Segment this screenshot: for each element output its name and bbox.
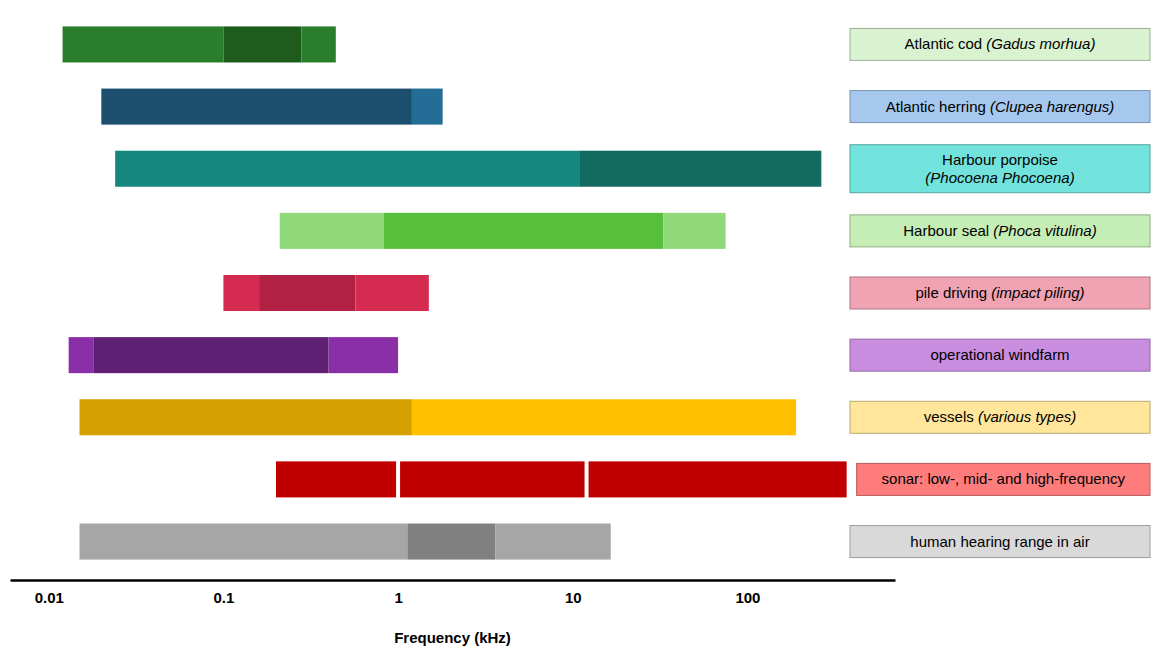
x-tick-label: 100 [735,589,760,606]
legend-label-part: Harbour porpoise [942,151,1058,168]
legend-label-part: (Phoca vitulina) [993,222,1096,239]
x-tick: 0.1 [213,580,234,606]
legend-box [850,339,1150,371]
chart: 0.01 0.1 1 10 100 Frequency (kHz) Atlantic cod… [0,0,1156,659]
x-tick-label: 0.1 [213,589,234,606]
bars [63,26,847,559]
legend-box [850,215,1150,247]
legend-box [850,526,1150,558]
legend-item: Harbour porpoise(Phocoena Phocoena) [850,145,1150,193]
legend-item: human hearing range in air [850,526,1150,558]
legend-item: sonar: low-, mid- and high-frequency [857,463,1150,495]
legend-label-part: human hearing range in air [910,533,1089,550]
range-segment [80,524,408,560]
legend-label: Harbour seal (Phoca vitulina) [903,222,1096,239]
x-axis-line [11,579,896,582]
legend-label-part: operational windfarm [930,346,1069,363]
range-segment [69,337,94,373]
legend-item: vessels (various types) [850,401,1150,433]
legend-item: Atlantic herring (Clupea harengus) [850,91,1150,123]
legend-label-part: pile driving [915,284,991,301]
range-segment [259,275,355,311]
range-segment [280,213,384,249]
range-segment [400,461,584,497]
range-segment [407,524,495,560]
range-segment [93,337,328,373]
legend-box [850,277,1150,309]
legend-label-part: (impact piling) [991,284,1084,301]
range-segment [115,151,580,187]
x-tick-label: 0.01 [35,589,64,606]
x-tick: 100 [735,580,760,606]
legend-item: pile driving (impact piling) [850,277,1150,309]
range-segment [302,26,336,62]
legend-box [850,401,1150,433]
legend-box [857,463,1150,495]
legend-box [850,145,1150,193]
range-segment [495,524,610,560]
legend-box [850,28,1150,60]
range-segment [580,151,821,187]
x-tick: 10 [565,580,582,606]
range-segment [412,89,443,125]
legend-box [850,91,1150,123]
x-tick: 1 [394,580,402,606]
legend-label: Atlantic cod (Gadus morhua) [905,35,1096,52]
legend-item: Atlantic cod (Gadus morhua) [850,28,1150,60]
range-segment [276,461,396,497]
range-segment [412,399,796,435]
range-segment [80,399,412,435]
legend-label-part: Atlantic herring [886,98,990,115]
legend-label-part: (Gadus morhua) [986,35,1095,52]
range-segment [223,26,301,62]
legend: Atlantic cod (Gadus morhua) Atlantic herr… [850,28,1150,557]
legend-item: Harbour seal (Phoca vitulina) [850,215,1150,247]
legend-label: Atlantic herring (Clupea harengus) [886,98,1114,115]
legend-label: pile driving (impact piling) [915,284,1084,301]
legend-label-part: Harbour seal [903,222,993,239]
legend-label-part: Atlantic cod [905,35,987,52]
x-axis: 0.01 0.1 1 10 100 [11,580,896,606]
legend-item: operational windfarm [850,339,1150,371]
legend-label: sonar: low-, mid- and high-frequency [882,470,1126,487]
range-segment [101,89,412,125]
x-tick: 0.01 [35,580,64,606]
range-segment [384,213,663,249]
legend-label-part: (Clupea harengus) [990,98,1114,115]
legend-label: human hearing range in air [910,533,1089,550]
range-segment [589,461,847,497]
range-segment [223,275,259,311]
range-segment [663,213,725,249]
x-tick-label: 1 [394,589,402,606]
legend-label: vessels (various types) [924,408,1077,425]
legend-label-part: vessels [924,408,978,425]
legend-label-part: (Phocoena Phocoena) [925,169,1074,186]
legend-label: operational windfarm [930,346,1069,363]
x-axis-title: Frequency (kHz) [394,629,511,646]
range-segment [329,337,399,373]
legend-label: Harbour porpoise(Phocoena Phocoena) [925,151,1074,186]
legend-label-part: (various types) [978,408,1076,425]
legend-label-part: sonar: low-, mid- and high-frequency [882,470,1126,487]
range-segment [355,275,428,311]
range-segment [63,26,224,62]
x-tick-label: 10 [565,589,582,606]
